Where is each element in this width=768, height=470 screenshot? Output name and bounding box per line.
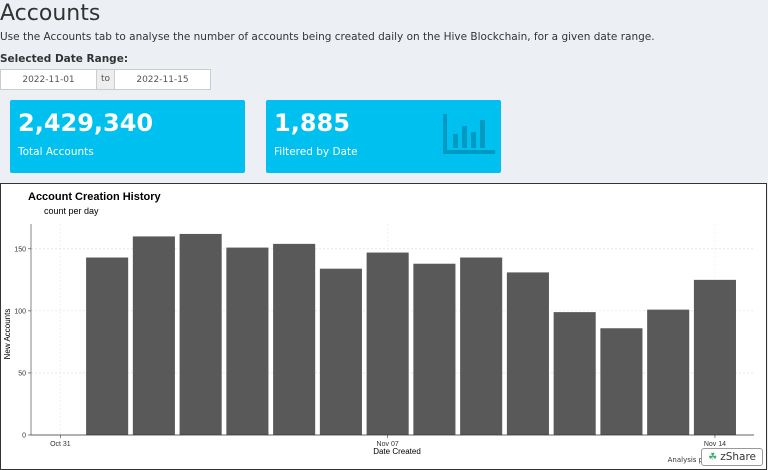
- bar: [693, 279, 736, 435]
- bar: [86, 257, 129, 435]
- bar-chart-icon: [443, 114, 495, 154]
- bar: [506, 272, 549, 435]
- x-axis-label: Date Created: [373, 447, 421, 456]
- bar: [319, 268, 362, 435]
- end-date-input[interactable]: [115, 70, 210, 89]
- start-date-input[interactable]: [1, 70, 96, 89]
- y-tick-label: 150: [14, 246, 26, 253]
- total-accounts-value: 2,429,340: [18, 109, 154, 137]
- bar: [366, 252, 409, 435]
- x-tick-label: Nov 14: [704, 441, 726, 448]
- filtered-accounts-value: 1,885: [274, 109, 350, 137]
- zshare-label: zShare: [720, 451, 756, 463]
- y-tick-label: 50: [18, 370, 26, 377]
- x-tick-label: Nov 07: [377, 441, 399, 448]
- bar: [273, 243, 316, 435]
- filtered-accounts-box: 1,885 Filtered by Date: [266, 100, 501, 173]
- bar: [179, 233, 222, 435]
- x-tick-label: Oct 31: [50, 441, 71, 448]
- date-range-label: Selected Date Range:: [0, 53, 129, 65]
- account-creation-chart: Account Creation History count per day D…: [3, 191, 754, 456]
- bar: [600, 328, 643, 435]
- date-range-separator: to: [96, 70, 115, 89]
- chart-subtitle: count per day: [44, 206, 99, 216]
- date-range-picker: to: [0, 69, 211, 90]
- total-accounts-box: 2,429,340 Total Accounts: [10, 100, 245, 173]
- bar: [460, 257, 503, 435]
- total-accounts-label: Total Accounts: [18, 146, 94, 158]
- bar: [647, 309, 690, 435]
- chart-panel: Account Creation History count per day D…: [0, 183, 767, 470]
- y-axis-label: New Accounts: [3, 309, 12, 360]
- page-title: Accounts: [0, 1, 101, 26]
- bar: [132, 236, 175, 435]
- filtered-accounts-label: Filtered by Date: [274, 146, 358, 158]
- zshare-button[interactable]: ☘ zShare: [701, 448, 763, 466]
- bar: [553, 312, 596, 435]
- attribution-text: Analysis pr: [667, 456, 706, 464]
- intro-text: Use the Accounts tab to analyse the numb…: [0, 31, 655, 43]
- y-tick-label: 0: [22, 433, 26, 440]
- y-tick-label: 100: [14, 308, 26, 315]
- bar: [413, 263, 456, 435]
- chart-title: Account Creation History: [28, 191, 162, 203]
- bar: [226, 247, 269, 435]
- share-icon: ☘: [708, 451, 718, 463]
